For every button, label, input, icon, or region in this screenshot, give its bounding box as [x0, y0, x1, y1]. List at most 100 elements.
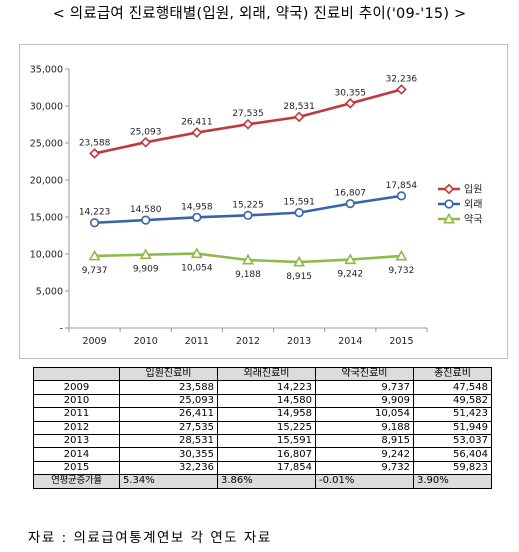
table-row: 2011 26,411 14,958 10,054 51,423: [33, 407, 492, 422]
y-tick-label: 5,000: [36, 287, 63, 298]
table-cell-year: 2009: [33, 380, 120, 395]
y-tick-label: 25,000: [30, 139, 63, 150]
table-cell-value: 16,807: [217, 447, 316, 462]
data-label: 32,236: [386, 74, 418, 84]
table-cell-value: 27,535: [119, 420, 218, 435]
data-label: 15,225: [232, 200, 264, 210]
data-label: 9,188: [235, 270, 261, 280]
table-cell-value: 56,404: [413, 447, 492, 462]
table-row: 2014 30,355 16,807 9,242 56,404: [33, 447, 492, 462]
data-label: 28,531: [283, 102, 315, 112]
source-note: 자료 : 의료급여통계연보 각 연도 자료: [28, 530, 272, 546]
table-cell-value: 26,411: [119, 407, 218, 422]
data-point: [89, 218, 100, 228]
table-cell-value: 14,580: [217, 393, 316, 409]
x-tick-label: 2010: [134, 336, 158, 347]
data-point: [190, 247, 203, 259]
data-label: 27,535: [232, 109, 264, 119]
table-cell-year: 2010: [33, 393, 120, 409]
table-cell-value: 23,588: [119, 380, 218, 395]
table-cell-value: 53,037: [413, 433, 492, 449]
data-label: 26,411: [181, 118, 213, 128]
table-cell-value: 32,236: [119, 460, 218, 476]
chart-frame: - 5,000 10,000 15,000 20,000 25,000 30,000 35,0…: [19, 44, 508, 359]
header-pharmacy: 약국진료비: [315, 366, 414, 382]
y-tick-label: 35,000: [30, 65, 63, 76]
data-point: [293, 111, 305, 123]
data-label: 14,580: [130, 205, 162, 215]
table-cell-value: 9,732: [315, 460, 414, 476]
y-tick-label: 20,000: [30, 176, 63, 187]
legend-label: 입원: [464, 183, 482, 196]
table-row: 2012 27,535 15,225 9,188 51,949: [33, 420, 492, 435]
legend-label: 약국: [464, 214, 482, 226]
table-cell-value: 14,223: [217, 380, 316, 395]
table-cell-value: 9,242: [315, 447, 414, 462]
table-row: 2015 32,236 17,854 9,732 59,823: [33, 460, 492, 476]
data-label: 25,093: [130, 127, 162, 137]
legend-marker: [443, 183, 455, 195]
y-tick-label: 30,000: [30, 102, 63, 113]
x-tick-label: 2014: [338, 336, 362, 347]
table-cell-year: 2011: [33, 407, 120, 422]
data-point: [140, 136, 152, 148]
data-point: [344, 98, 356, 109]
data-point: [396, 191, 407, 201]
y-tick-label: 10,000: [30, 250, 63, 261]
table-cell-value: 51,949: [413, 420, 492, 435]
table-cell-value: 49,582: [413, 393, 492, 409]
growth-value: 5.34%: [119, 474, 218, 489]
data-point: [192, 212, 202, 222]
table-cell-value: 9,188: [315, 420, 414, 435]
data-label: 9,242: [337, 270, 363, 280]
table-cell-value: 17,854: [217, 460, 316, 476]
data-point: [139, 248, 152, 260]
x-tick-label: 2013: [287, 336, 311, 347]
table-cell-value: 14,958: [217, 407, 316, 422]
table-cell-value: 30,355: [119, 447, 218, 462]
y-tick-label: -: [60, 324, 63, 335]
data-label: 15,591: [283, 198, 315, 208]
data-label: 17,854: [386, 181, 418, 191]
table-cell-value: 47,548: [413, 380, 492, 395]
table-cell-value: 9,737: [315, 380, 414, 395]
table-row: 2013 28,531 15,591 8,915 53,037: [33, 433, 492, 449]
table-cell-value: 25,093: [119, 393, 218, 409]
x-tick-label: 2009: [82, 336, 106, 347]
table-cell-year: 2012: [33, 420, 120, 435]
data-label: 9,737: [82, 266, 108, 276]
data-label: 10,054: [181, 264, 213, 274]
data-label: 30,355: [335, 88, 367, 98]
table-cell-value: 10,054: [315, 407, 414, 422]
header-inpatient: 입원진료비: [119, 366, 218, 382]
table-cell-value: 15,225: [217, 420, 316, 435]
data-label: 14,223: [79, 208, 111, 218]
data-label: 8,915: [286, 272, 312, 282]
data-point: [293, 255, 306, 267]
data-label: 14,958: [181, 202, 213, 212]
header-total: 총진료비: [413, 366, 492, 382]
data-point: [344, 253, 357, 265]
legend-label: 외래: [464, 199, 482, 211]
growth-value: 3.90%: [413, 474, 492, 489]
table-cell-value: 9,909: [315, 393, 414, 409]
table-cell-year: 2015: [33, 460, 120, 476]
data-point: [88, 249, 101, 261]
data-point: [141, 215, 151, 225]
growth-label: 연평균증가율: [33, 474, 120, 489]
data-label: 9,732: [389, 266, 415, 276]
table-cell-value: 8,915: [315, 433, 414, 449]
table-row: 2010 25,093 14,580 9,909 49,582: [33, 393, 492, 409]
x-tick-label: 2011: [185, 336, 209, 347]
table-cell-year: 2013: [33, 433, 120, 449]
data-point: [294, 208, 304, 218]
header-year: [33, 366, 120, 382]
data-point: [89, 148, 100, 159]
data-point: [345, 199, 355, 209]
x-tick-label: 2012: [236, 336, 260, 347]
data-label: 23,588: [79, 138, 111, 148]
line-chart: - 5,000 10,000 15,000 20,000 25,000 30,000 35,0…: [30, 65, 483, 348]
table-cell-value: 28,531: [119, 433, 218, 449]
data-point: [396, 84, 407, 95]
table-row: 2009 23,588 14,223 9,737 47,548: [33, 380, 492, 395]
